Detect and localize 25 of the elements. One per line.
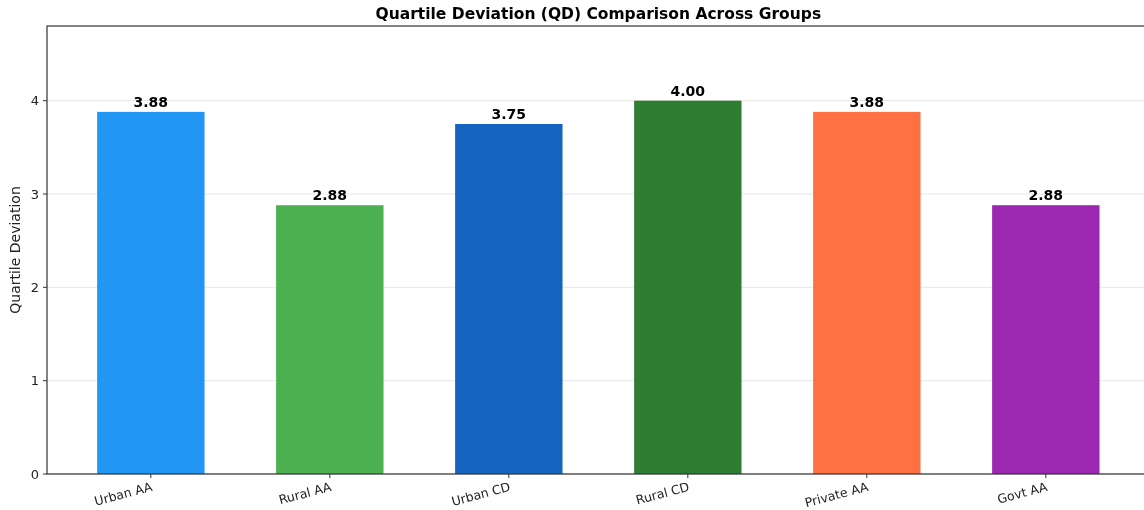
data-label: 2.88 — [312, 187, 348, 204]
bar — [992, 205, 1100, 474]
data-label: 3.88 — [133, 93, 169, 110]
data-label: 2.88 — [1028, 187, 1064, 204]
y-tick-label: 4 — [30, 93, 39, 109]
x-tick-label: Rural AA — [277, 478, 334, 508]
x-tick-label: Urban AA — [92, 478, 155, 509]
y-axis-title: Quartile Deviation — [7, 186, 23, 314]
y-tick-label: 1 — [30, 373, 39, 389]
x-tick-label: Rural CD — [634, 478, 691, 508]
x-tick-label: Govt AA — [995, 478, 1050, 507]
bar — [276, 205, 384, 474]
y-tick-label: 0 — [30, 466, 39, 482]
x-tick-label: Private AA — [803, 478, 871, 510]
bar — [634, 100, 742, 474]
bar — [813, 111, 921, 474]
data-label: 3.88 — [849, 93, 885, 110]
y-tick-label: 2 — [30, 279, 39, 295]
x-tick-label: Urban CD — [449, 478, 512, 509]
chart-title: Quartile Deviation (QD) Comparison Across Groups — [375, 5, 822, 23]
y-tick-label: 3 — [30, 186, 39, 202]
bar — [455, 124, 563, 474]
data-label: 4.00 — [670, 82, 706, 99]
data-label: 3.75 — [491, 106, 527, 122]
bar — [97, 111, 205, 474]
